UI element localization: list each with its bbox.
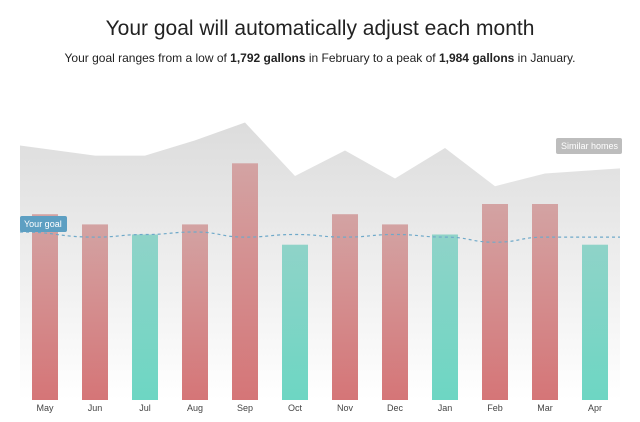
bar-jun (82, 224, 108, 400)
bar-jan (432, 234, 458, 400)
summary-prefix: Your goal ranges from a low of (64, 51, 231, 65)
month-label-mar: Mar (537, 403, 553, 413)
month-label-oct: Oct (288, 403, 303, 413)
similar-homes-tag: Similar homes (556, 138, 622, 154)
month-label-nov: Nov (337, 403, 354, 413)
bar-sep (232, 163, 258, 400)
bar-oct (282, 244, 308, 400)
month-label-aug: Aug (187, 403, 203, 413)
bar-may (32, 214, 58, 400)
month-labels: May Jun Jul Aug Sep Oct Nov Dec Jan Feb Mar Apr (36, 403, 602, 413)
page-title: Your goal will automatically adjust each… (105, 17, 535, 40)
goal-line (19, 231, 620, 243)
month-label-feb: Feb (487, 403, 503, 413)
similar-homes-area (20, 122, 620, 400)
bar-apr (582, 244, 608, 400)
your-goal-tag-background (20, 216, 67, 232)
goal-range-summary: Your goal ranges from a low of 1,792 gal… (0, 51, 640, 65)
month-label-may: May (36, 403, 54, 413)
month-label-jan: Jan (438, 403, 453, 413)
month-label-apr: Apr (588, 403, 602, 413)
bar-dec (382, 224, 408, 400)
similar-homes-label: Similar homes (561, 141, 619, 151)
similar-homes-tag-background (556, 138, 622, 154)
your-goal-tag: Your goal (20, 216, 67, 232)
bars-group (32, 163, 608, 400)
your-goal-label: Your goal (24, 219, 62, 229)
month-label-dec: Dec (387, 403, 404, 413)
month-label-jul: Jul (139, 403, 151, 413)
low-value: 1,792 gallons (230, 51, 306, 65)
bar-feb (482, 204, 508, 400)
bar-jul (132, 234, 158, 400)
summary-suffix: in January. (514, 51, 576, 65)
month-label-sep: Sep (237, 403, 253, 413)
bar-aug (182, 224, 208, 400)
bar-mar (532, 204, 558, 400)
month-label-jun: Jun (88, 403, 103, 413)
summary-middle: in February to a peak of (305, 51, 439, 65)
high-value: 1,984 gallons (438, 51, 515, 65)
bar-nov (332, 214, 358, 400)
